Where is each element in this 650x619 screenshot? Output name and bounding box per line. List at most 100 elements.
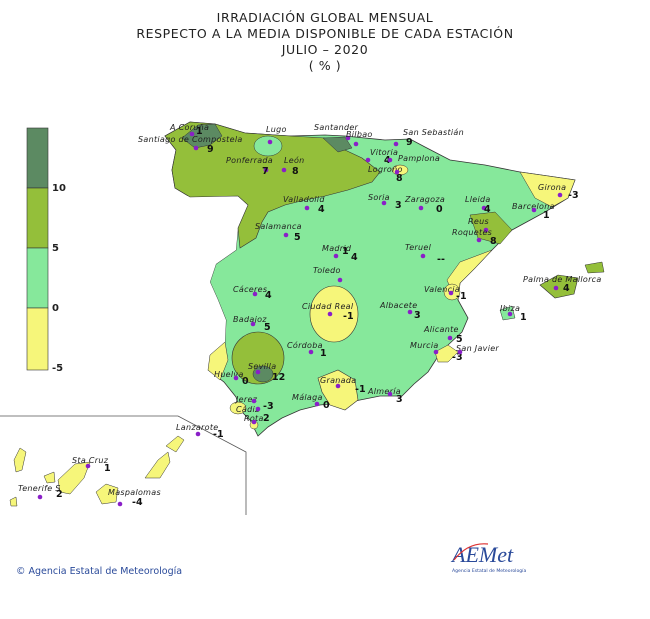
legend-label-5: 5 [52,243,59,254]
island-gran-canaria [95,483,119,505]
station-label-vitoria: Vitoria [370,148,398,157]
station-value-malaga: 0 [323,400,330,411]
station-marker-huelva [233,375,239,381]
station-label-badajoz: Badajoz [233,315,267,324]
station-value-ibiza: 1 [520,312,527,323]
station-marker-zaragoza [418,205,424,211]
station-value-toledo: 1 [342,246,349,257]
station-marker-santander [345,135,351,141]
station-label-alicante: Alicante [423,325,459,334]
station-label-murcia: Murcia [410,341,439,350]
station-marker-lanzarote [195,431,201,437]
station-marker-soria [381,200,387,206]
station-value-ponferrada: 7 [262,166,269,177]
station-marker-jerez [251,398,257,404]
station-label-lugo: Lugo [266,125,287,134]
station-marker-ibiza [507,311,513,317]
station-value-soria: 3 [395,200,402,211]
island-fuerteventura [144,451,171,479]
station-marker-girona [557,192,563,198]
station-marker-alicante [447,335,453,341]
station-value-leon: 8 [292,166,299,177]
station-value-valencia: -1 [456,291,467,302]
station-marker-salamanca [283,232,289,238]
island-lanzarote [165,435,185,453]
station-label-barcelona: Barcelona [512,202,555,211]
station-label-tenerife-s: Tenerife S [18,484,61,493]
zone-neg-granada [317,369,359,411]
station-marker-cadiz [255,406,261,412]
station-value-salamanca: 5 [294,232,301,243]
station-label-almeria: Almería [367,387,401,396]
station-value-rota: 2 [263,413,270,424]
station-marker-san-javier [457,349,463,355]
station-value-vitoria: 4 [384,155,391,166]
station-value-maspalomas: -4 [132,497,143,508]
aemet-logo: AEMet Agencia Estatal de Meteorología [450,542,526,574]
station-marker-ponferrada [263,167,269,173]
station-label-teruel: Teruel [405,243,432,252]
island-ibiza [499,305,516,321]
station-value-san-sebastian: 9 [406,137,413,148]
station-value-pamplona: -1 [0,0,11,3]
station-value-barcelona: 1 [543,210,550,221]
station-marker-lleida [481,205,487,211]
station-label-sta-cruz: Sta Cruz [72,456,109,465]
station-marker-roquetes [476,237,482,243]
map-title-line3: JULIO – 2020 [281,42,369,57]
station-value-cordoba: 1 [320,348,327,359]
station-label-ciudad-real: Ciudad Real [302,302,354,311]
station-value-logrono: 8 [396,173,403,184]
station-label-reus: Reus [468,217,489,226]
legend-class-5-10 [26,187,49,249]
station-value-roquetes: 8 [490,236,497,247]
station-value-tenerife-s: 2 [56,489,63,500]
station-label-lleida: Lleida [465,195,491,204]
zone-5-10-north [164,121,381,249]
station-value-girona: -3 [568,190,579,201]
station-label-palma-de-mallorca: Palma de Mallorca [523,275,602,284]
map-title-line4: ( % ) [308,58,342,73]
station-value-palma-de-mallorca: 4 [563,283,570,294]
station-label-santiago-de-compostela: Santiago de Compostela [138,135,243,144]
station-marker-palma-de-mallorca [553,285,559,291]
station-marker-barcelona [531,207,537,213]
map-title-line1: IRRADIACIÓN GLOBAL MENSUAL [216,10,434,25]
station-label-granada: Granada [320,376,356,385]
station-marker-leon [281,167,287,173]
station-label-maspalomas: Maspalomas [108,488,161,497]
copyright-credit: © Agencia Estatal de Meteorología [16,566,183,577]
station-marker-malaga [314,401,320,407]
zone-neg-huelva [207,341,229,381]
station-label-salamanca: Salamanca [255,222,302,231]
station-value-badajoz: 5 [264,322,271,333]
station-marker-albacete [407,309,413,315]
station-label-valencia: Valencia [424,285,460,294]
station-label-soria: Soria [368,193,390,202]
station-value-caceres: 4 [265,290,272,301]
zone-5-10-ebro [469,211,513,245]
station-label-albacete: Albacete [379,301,417,310]
station-marker-pamplona [387,157,393,163]
station-label-girona: Girona [538,183,566,192]
canary-inset-border [0,415,247,515]
island-tenerife [57,461,91,495]
station-label-roquetes: Roquetes [452,228,492,237]
station-marker-maspalomas [117,501,123,507]
station-value-teruel: -- [437,254,445,265]
island-menorca [584,261,605,274]
station-marker-vitoria [365,157,371,163]
legend-label-10: 10 [52,183,66,194]
legend-bar [26,127,49,371]
station-label-jerez: Jerez [234,395,258,404]
map-title-line2: RESPECTO A LA MEDIA DISPONIBLE DE CADA E… [136,26,514,41]
station-value-santiago-de-compostela: 9 [207,144,214,155]
station-value-a-coruna: 1 [196,126,203,137]
aemet-logo-swoosh [453,543,489,561]
station-value-valladolid: 4 [318,204,325,215]
station-label-bilbao: Bilbao [346,130,373,139]
island-la-gomera [43,471,56,484]
station-marker-ciudad-real [327,311,333,317]
